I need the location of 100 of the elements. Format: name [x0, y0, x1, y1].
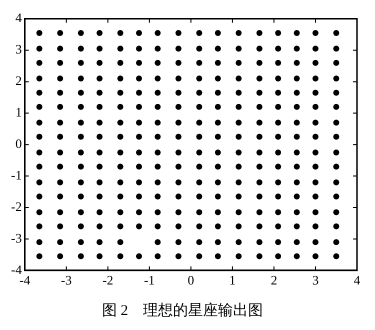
- point: [175, 253, 182, 260]
- point: [175, 90, 182, 96]
- point: [275, 76, 282, 82]
- point: [294, 253, 300, 260]
- point: [117, 134, 124, 140]
- point: [36, 30, 42, 36]
- point: [136, 149, 142, 156]
- point: [96, 46, 103, 52]
- point: [57, 134, 64, 140]
- point: [154, 76, 161, 82]
- x-tick-label: 3: [312, 272, 319, 288]
- point: [256, 30, 262, 36]
- point: [78, 90, 84, 96]
- point: [236, 120, 242, 126]
- point: [236, 193, 242, 200]
- point: [117, 104, 124, 110]
- point: [256, 209, 262, 216]
- point: [294, 90, 300, 96]
- point: [78, 179, 84, 186]
- point: [36, 90, 42, 96]
- text: 图 2 理想的星座输出图: [102, 302, 264, 319]
- point: [236, 90, 242, 96]
- point: [96, 60, 103, 66]
- point: [96, 179, 103, 186]
- point: [214, 253, 221, 260]
- point: [312, 76, 318, 82]
- point: [36, 76, 42, 82]
- point: [294, 30, 300, 36]
- point: [256, 179, 262, 186]
- point: [154, 164, 161, 170]
- point: [256, 193, 262, 200]
- point: [275, 209, 282, 216]
- point: [312, 90, 318, 96]
- point: [275, 193, 282, 200]
- point: [36, 134, 42, 140]
- point: [175, 134, 182, 140]
- point: [236, 149, 242, 156]
- point: [117, 193, 124, 200]
- point: [154, 60, 161, 66]
- point: [96, 76, 103, 82]
- point: [175, 209, 182, 216]
- point: [154, 120, 161, 126]
- point: [175, 60, 182, 66]
- point: [36, 209, 42, 216]
- point: [78, 120, 84, 126]
- point: [57, 149, 64, 156]
- point: [196, 104, 202, 110]
- point: [175, 193, 182, 200]
- point: [136, 76, 142, 82]
- point: [312, 223, 318, 230]
- point: [78, 164, 84, 170]
- point: [136, 253, 142, 260]
- x-tick-label: 4: [354, 272, 361, 288]
- point: [312, 149, 318, 156]
- point: [214, 134, 221, 140]
- point: [154, 149, 161, 156]
- point: [78, 30, 84, 36]
- point: [196, 76, 202, 82]
- y-tick-label: -3: [10, 230, 22, 246]
- point: [214, 46, 221, 52]
- point: [36, 179, 42, 186]
- point: [333, 30, 340, 36]
- point: [214, 90, 221, 96]
- point: [78, 193, 84, 200]
- point: [117, 76, 124, 82]
- point: [294, 120, 300, 126]
- point: [117, 239, 124, 246]
- point: [36, 104, 42, 110]
- point: [256, 60, 262, 66]
- point: [136, 193, 142, 200]
- point: [333, 46, 340, 52]
- point: [312, 30, 318, 36]
- point: [96, 164, 103, 170]
- point: [57, 60, 64, 66]
- point: [117, 30, 124, 36]
- x-tick-label: 1: [229, 272, 236, 288]
- point: [136, 120, 142, 126]
- point: [256, 46, 262, 52]
- point: [236, 30, 242, 36]
- point: [312, 164, 318, 170]
- point: [196, 134, 202, 140]
- point: [36, 193, 42, 200]
- point: [117, 179, 124, 186]
- point: [333, 149, 340, 156]
- point: [236, 179, 242, 186]
- point: [196, 239, 202, 246]
- point: [294, 223, 300, 230]
- point: [312, 193, 318, 200]
- x-tick-label: 2: [270, 272, 278, 288]
- point: [275, 179, 282, 186]
- point: [57, 76, 64, 82]
- point: [294, 209, 300, 216]
- point: [175, 239, 182, 246]
- point: [154, 253, 161, 260]
- point: [196, 30, 202, 36]
- x-tick-label: -3: [60, 272, 72, 288]
- point: [36, 60, 42, 66]
- point: [117, 120, 124, 126]
- point: [117, 209, 124, 216]
- point: [57, 90, 64, 96]
